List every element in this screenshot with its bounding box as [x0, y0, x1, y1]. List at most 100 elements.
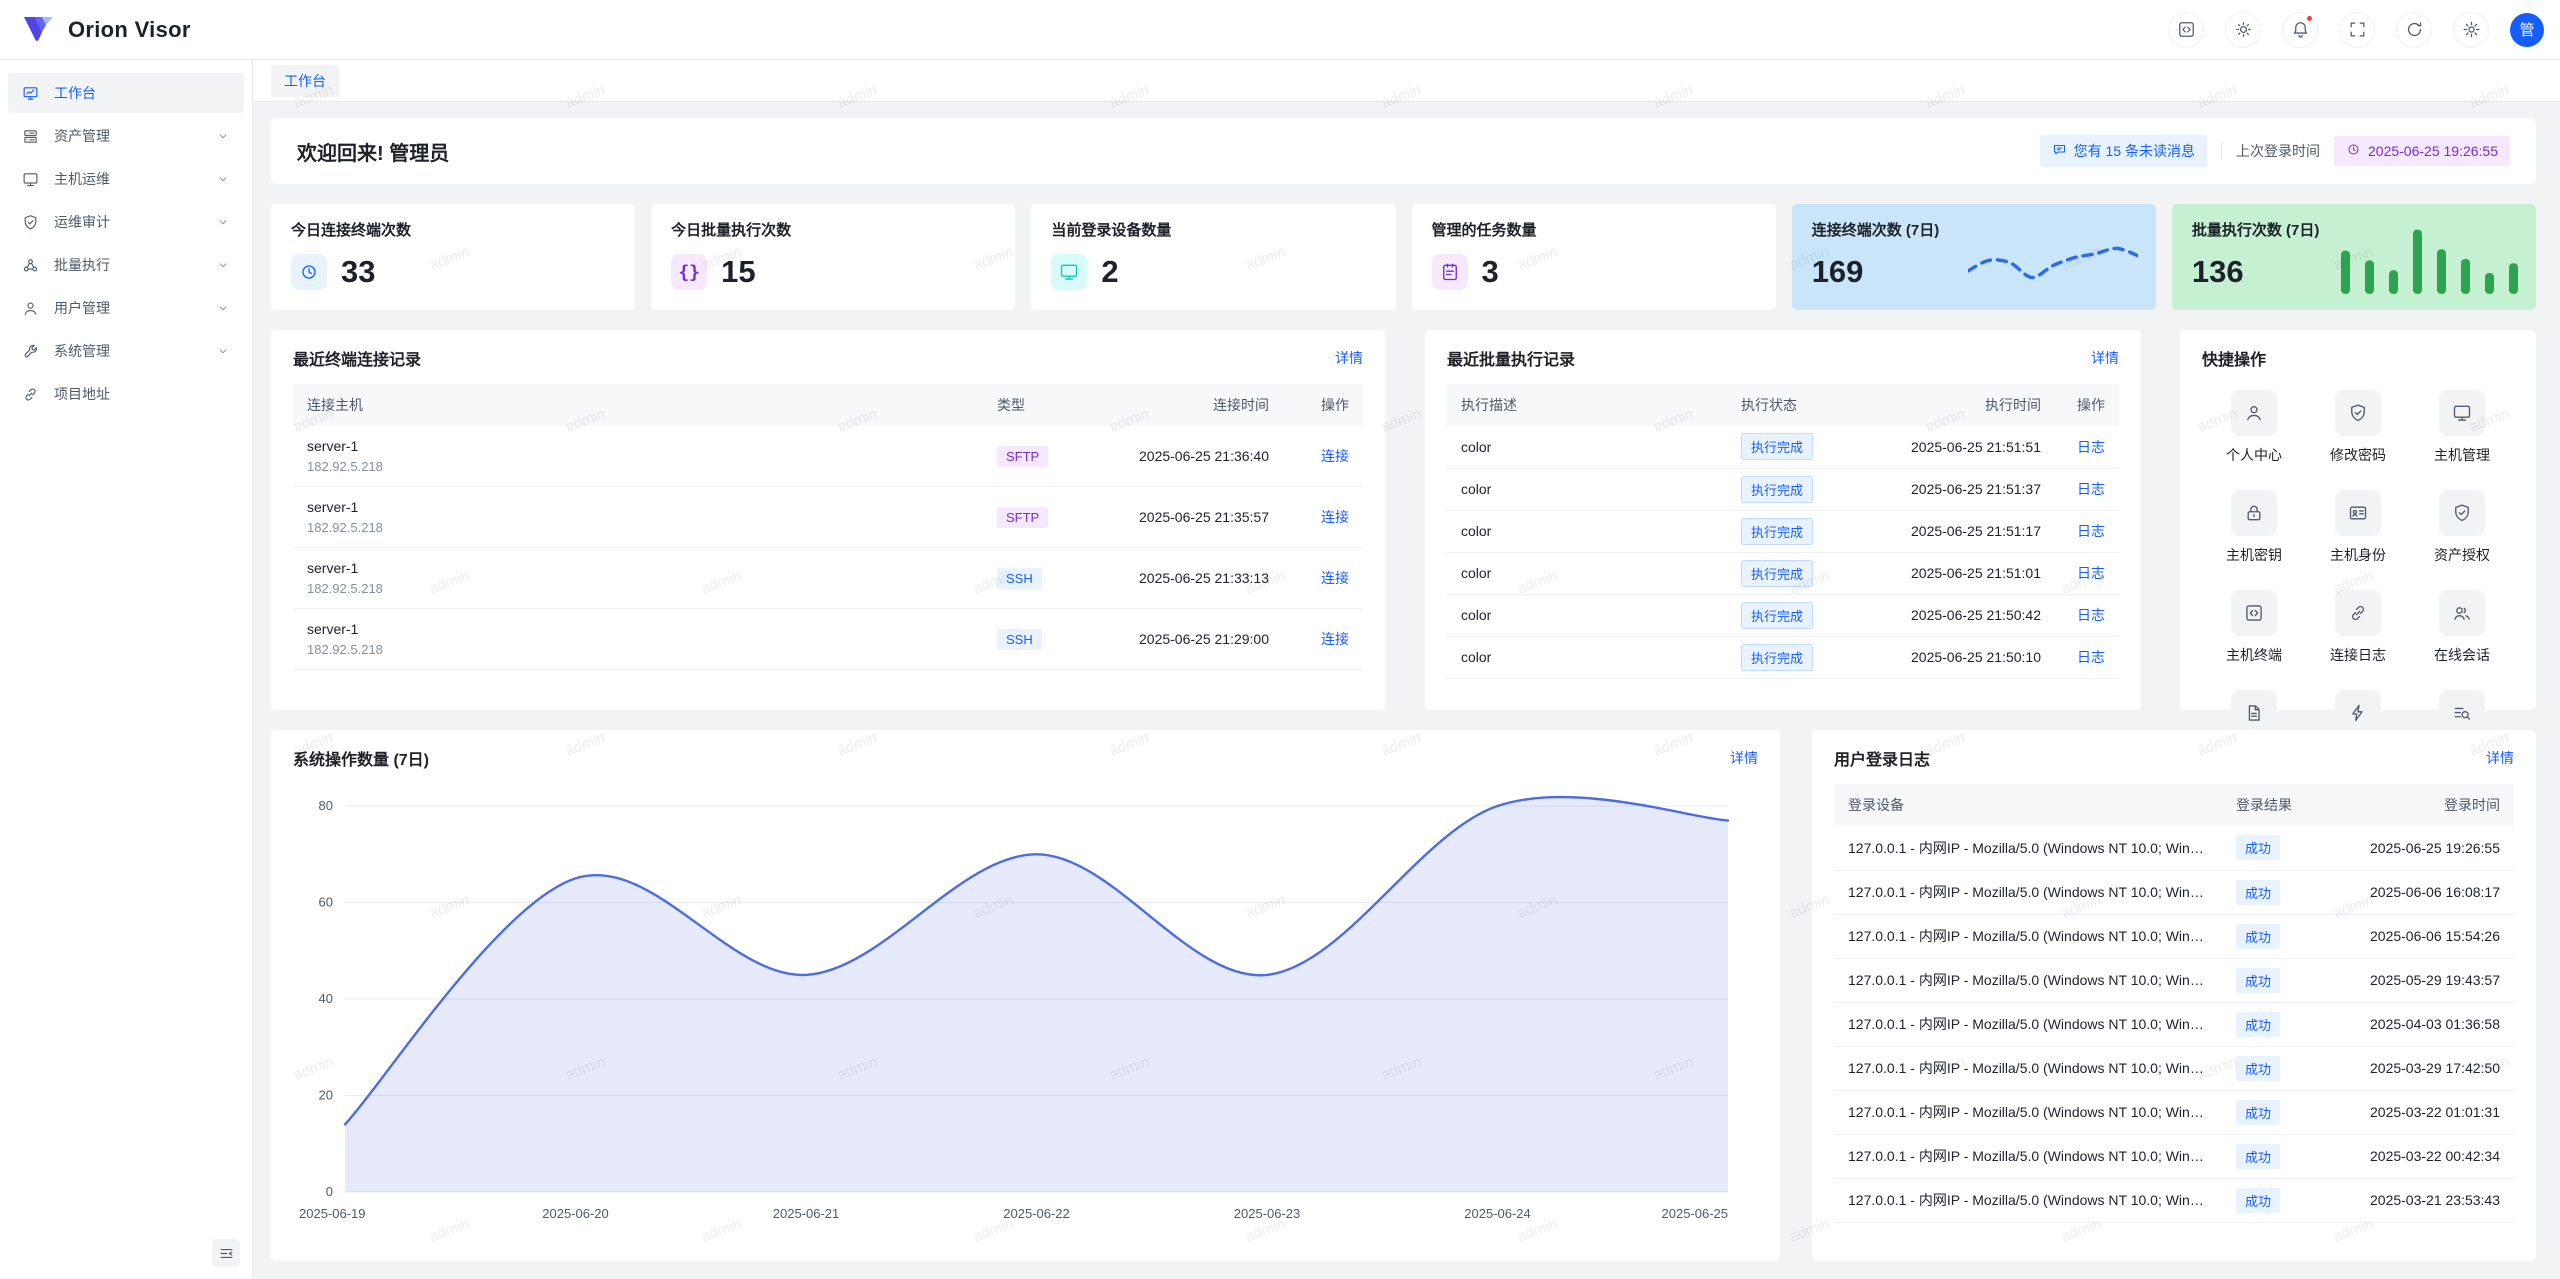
sidebar-item-label: 项目地址: [54, 384, 230, 404]
login-device: 127.0.0.1 - 内网IP - Mozilla/5.0 (Windows …: [1834, 1178, 2222, 1222]
quick-action-6[interactable]: 主机终端: [2202, 590, 2306, 665]
login-device: 127.0.0.1 - 内网IP - Mozilla/5.0 (Windows …: [1834, 1090, 2222, 1134]
quick-action-0[interactable]: 个人中心: [2202, 390, 2306, 465]
stat-value: 3: [1482, 254, 1499, 290]
stats-row: 今日连接终端次数33今日批量执行次数{}15当前登录设备数量2管理的任务数量3连…: [271, 204, 2536, 310]
chevron-down-icon: [216, 301, 230, 315]
shield-icon: [2439, 490, 2485, 536]
quick-action-7[interactable]: 连接日志: [2306, 590, 2410, 665]
sidebar-collapse-button[interactable]: [212, 1239, 240, 1267]
code-icon[interactable]: [2168, 12, 2204, 48]
host-ip: 182.92.5.218: [307, 520, 969, 535]
login-logs-table: 登录设备登录结果登录时间 127.0.0.1 - 内网IP - Mozilla/…: [1834, 784, 2514, 1223]
exec-time: 2025-06-25 21:51:51: [1855, 426, 2055, 468]
notification-icon[interactable]: [2282, 12, 2318, 48]
log-link[interactable]: 日志: [2077, 439, 2105, 455]
login-device: 127.0.0.1 - 内网IP - Mozilla/5.0 (Windows …: [1834, 1002, 2222, 1046]
quick-action-label: 主机身份: [2330, 545, 2386, 565]
host-ip: 182.92.5.218: [307, 581, 969, 596]
login-result-badge: 成功: [2236, 1012, 2280, 1037]
quick-action-8[interactable]: 在线会话: [2410, 590, 2514, 665]
log-link[interactable]: 日志: [2077, 607, 2105, 623]
settings-icon[interactable]: [2453, 12, 2489, 48]
svg-text:2025-06-20: 2025-06-20: [542, 1206, 609, 1221]
exec-time: 2025-06-25 21:51:17: [1855, 510, 2055, 552]
svg-text:20: 20: [319, 1088, 333, 1103]
unread-messages-chip[interactable]: 您有 15 条未读消息: [2040, 135, 2207, 167]
sidebar-item-6[interactable]: 系统管理: [8, 331, 244, 371]
user-avatar[interactable]: 管: [2510, 13, 2544, 47]
login-device: 127.0.0.1 - 内网IP - Mozilla/5.0 (Windows …: [1834, 958, 2222, 1002]
sidebar-item-label: 运维审计: [54, 212, 216, 232]
connect-link[interactable]: 连接: [1321, 448, 1349, 464]
host-name: server-1: [307, 499, 969, 515]
sidebar-item-2[interactable]: 主机运维: [8, 159, 244, 199]
stat-card-1: 今日批量执行次数{}15: [651, 204, 1015, 310]
terminal-panel-detail-link[interactable]: 详情: [1335, 348, 1363, 368]
sidebar-item-5[interactable]: 用户管理: [8, 288, 244, 328]
breadcrumb-item-workbench[interactable]: 工作台: [271, 65, 339, 97]
login-time: 2025-06-25 19:26:55: [2318, 826, 2514, 870]
sidebar-item-4[interactable]: 批量执行: [8, 245, 244, 285]
exec-time: 2025-06-25 21:51:01: [1855, 552, 2055, 594]
chevron-down-icon: [216, 172, 230, 186]
main-content: 欢迎回来! 管理员 您有 15 条未读消息 上次登录时间 2025-06-25 …: [253, 102, 2560, 1279]
log-link[interactable]: 日志: [2077, 523, 2105, 539]
host-ip: 182.92.5.218: [307, 642, 969, 657]
exec-time: 2025-06-25 21:51:37: [1855, 468, 2055, 510]
chart-panel-detail-link[interactable]: 详情: [1730, 748, 1758, 768]
quick-actions-grid: 个人中心修改密码主机管理主机密钥主机身份资产授权主机终端连接日志在线会话文件操作…: [2202, 390, 2514, 765]
login-result-badge: 成功: [2236, 924, 2280, 949]
monitor-icon: [1051, 254, 1087, 290]
host-name: server-1: [307, 560, 969, 576]
fullscreen-icon[interactable]: [2339, 12, 2375, 48]
connect-link[interactable]: 连接: [1321, 631, 1349, 647]
theme-icon[interactable]: [2225, 12, 2261, 48]
login-result-badge: 成功: [2236, 968, 2280, 993]
login-result-badge: 成功: [2236, 835, 2280, 860]
login-result-badge: 成功: [2236, 1188, 2280, 1213]
login-time: 2025-03-22 00:42:34: [2318, 1134, 2514, 1178]
sidebar-item-1[interactable]: 资产管理: [8, 116, 244, 156]
col-header: 连接主机: [293, 384, 983, 426]
login-row: 127.0.0.1 - 内网IP - Mozilla/5.0 (Windows …: [1834, 1046, 2514, 1090]
assets-icon: [22, 127, 40, 145]
exec-desc: color: [1447, 594, 1727, 636]
sidebar-item-3[interactable]: 运维审计: [8, 202, 244, 242]
connect-link[interactable]: 连接: [1321, 509, 1349, 525]
connect-time: 2025-06-25 21:33:13: [1073, 548, 1283, 609]
col-header: 执行描述: [1447, 384, 1727, 426]
terminal-row: server-1182.92.5.218SSH2025-06-25 21:33:…: [293, 548, 1363, 609]
sidebar-item-0[interactable]: 工作台: [8, 73, 244, 113]
host-name: server-1: [307, 621, 969, 637]
login-panel-detail-link[interactable]: 详情: [2486, 748, 2514, 768]
log-link[interactable]: 日志: [2077, 649, 2105, 665]
middle-panels: 最近终端连接记录 详情 连接主机类型连接时间操作 server-1182.92.…: [271, 330, 2536, 710]
quick-action-4[interactable]: 主机身份: [2306, 490, 2410, 565]
refresh-icon[interactable]: [2396, 12, 2432, 48]
quick-action-3[interactable]: 主机密钥: [2202, 490, 2306, 565]
terminal-7d-sparkline: [1968, 226, 2138, 297]
stat-card-5: 批量执行次数 (7日)136: [2172, 204, 2536, 310]
quick-action-2[interactable]: 主机管理: [2410, 390, 2514, 465]
log-link[interactable]: 日志: [2077, 481, 2105, 497]
log-link[interactable]: 日志: [2077, 565, 2105, 581]
login-row: 127.0.0.1 - 内网IP - Mozilla/5.0 (Windows …: [1834, 1134, 2514, 1178]
wrench-icon: [22, 342, 40, 360]
login-result-badge: 成功: [2236, 880, 2280, 905]
stat-label: 今日连接终端次数: [291, 219, 615, 240]
exec-desc: color: [1447, 552, 1727, 594]
login-logs-panel: 用户登录日志 详情 登录设备登录结果登录时间 127.0.0.1 - 内网IP …: [1812, 730, 2536, 1261]
col-header: 执行状态: [1727, 384, 1855, 426]
connect-link[interactable]: 连接: [1321, 570, 1349, 586]
exec-panel-title: 最近批量执行记录: [1447, 346, 1575, 370]
breadcrumb: 工作台: [253, 60, 2560, 102]
quick-action-1[interactable]: 修改密码: [2306, 390, 2410, 465]
quick-action-5[interactable]: 资产授权: [2410, 490, 2514, 565]
welcome-title: 欢迎回来! 管理员: [297, 137, 449, 166]
sidebar-item-7[interactable]: 项目地址: [8, 374, 244, 414]
exec-panel-detail-link[interactable]: 详情: [2091, 348, 2119, 368]
exec-row: color执行完成2025-06-25 21:50:42日志: [1447, 594, 2119, 636]
login-row: 127.0.0.1 - 内网IP - Mozilla/5.0 (Windows …: [1834, 1178, 2514, 1222]
terminal-row: server-1182.92.5.218SFTP2025-06-25 21:36…: [293, 426, 1363, 487]
